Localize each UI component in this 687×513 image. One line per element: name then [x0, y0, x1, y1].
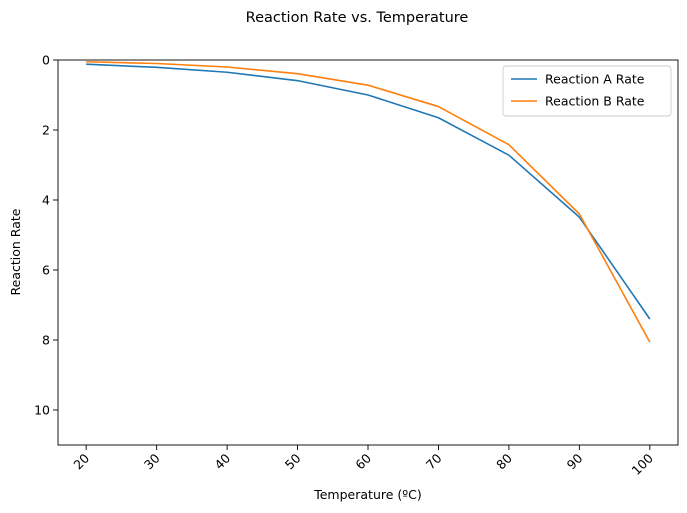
plot-area [58, 60, 678, 445]
x-tick-label: 50 [282, 450, 304, 472]
legend-box [502, 65, 672, 117]
y-tick-label: 10 [34, 403, 50, 418]
series-line-reaction-a [86, 63, 651, 320]
legend-label: Reaction A Rate [545, 72, 645, 87]
series-lines [86, 60, 651, 343]
x-tick-label: 80 [493, 450, 515, 472]
chart-title: Reaction Rate vs. Temperature [246, 10, 469, 26]
x-tick-label: 70 [423, 450, 445, 472]
x-tick-label: 30 [141, 450, 163, 472]
x-tick-label: 90 [564, 450, 586, 472]
y-axis-label: Reaction Rate [8, 208, 23, 295]
x-axis-label: Temperature (ºC) [313, 487, 422, 502]
x-axis-ticks: 20 30 40 50 60 70 80 90 100 [70, 445, 656, 478]
y-tick-label: 2 [42, 123, 50, 138]
x-tick-label: 60 [352, 450, 374, 472]
legend: Reaction A Rate Reaction B Rate [502, 65, 672, 117]
legend-label: Reaction B Rate [545, 94, 645, 109]
y-axis-ticks: 0 2 4 6 8 10 [34, 53, 58, 418]
x-tick-label: 40 [211, 450, 233, 472]
y-tick-label: 0 [42, 53, 50, 68]
x-tick-label: 100 [628, 450, 656, 478]
plot-frame [57, 59, 679, 446]
y-tick-label: 8 [42, 333, 50, 348]
y-tick-label: 4 [42, 193, 50, 208]
series-line-reaction-b [86, 60, 651, 343]
y-tick-label: 6 [42, 263, 50, 278]
x-tick-label: 20 [70, 450, 92, 472]
